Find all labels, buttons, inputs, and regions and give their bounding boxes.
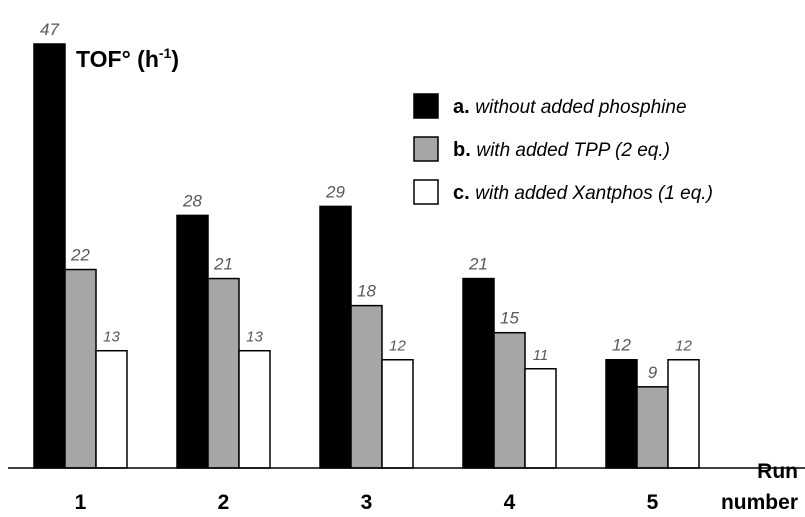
value-label-b-run-3: 18	[357, 282, 376, 301]
legend-prefix-c: c.	[453, 182, 475, 204]
value-label-c-run-3: 12	[389, 338, 406, 355]
value-label-b-run-5: 9	[648, 363, 658, 382]
y-axis-label-sup: -1	[159, 45, 172, 61]
value-label-c-run-5: 12	[675, 338, 692, 355]
value-label-a-run-5: 12	[612, 336, 631, 355]
value-label-c-run-2: 13	[246, 329, 263, 346]
bar-a-run-3	[319, 205, 352, 469]
bar-a-run-4	[462, 277, 495, 469]
category-label-4: 4	[504, 491, 516, 514]
value-label-c-run-4: 11	[533, 347, 549, 364]
value-label-b-run-1: 22	[70, 246, 90, 265]
legend-swatch-b	[413, 136, 439, 162]
value-label-a-run-2: 28	[182, 191, 202, 210]
legend-prefix-a: a.	[453, 96, 475, 118]
legend-entry-b: b. with added TPP (2 eq.)	[453, 139, 670, 161]
category-label-3: 3	[361, 491, 373, 514]
category-label-5: 5	[647, 491, 659, 514]
value-label-c-run-1: 13	[103, 329, 120, 346]
x-axis-label-line1: Run	[757, 460, 798, 483]
legend-swatch-a	[413, 93, 439, 119]
legend-prefix-b: b.	[453, 139, 476, 161]
category-label-2: 2	[218, 491, 230, 514]
value-label-a-run-4: 21	[468, 255, 488, 274]
legend-label-a: without added phosphine	[475, 97, 686, 118]
category-label-1: 1	[75, 491, 87, 514]
bar-c-run-1	[95, 349, 128, 469]
value-label-b-run-4: 15	[500, 309, 519, 328]
bar-c-run-5	[667, 358, 700, 469]
y-axis-label-main: TOF° (h	[76, 46, 159, 72]
value-label-a-run-1: 47	[40, 20, 59, 39]
bar-b-run-3	[350, 304, 383, 469]
legend-entry-c: c. with added Xantphos (1 eq.)	[453, 182, 713, 204]
y-axis-label: TOF° (h-1)	[76, 45, 179, 72]
bar-b-run-4	[493, 331, 526, 469]
y-axis-label-tail: )	[171, 46, 179, 72]
category-labels-group: 1 2 3 4 5	[75, 491, 659, 514]
bar-c-run-4	[524, 368, 557, 469]
legend: a. without added phosphine b. with added …	[413, 93, 713, 205]
value-labels-group: 47 22 13 28 21 13 29 18 12 21 15 11 12 9 12	[40, 20, 692, 382]
bar-a-run-2	[176, 214, 209, 469]
x-axis-label-line2: number	[721, 491, 798, 514]
value-label-a-run-3: 29	[325, 182, 345, 201]
legend-swatch-c	[413, 179, 439, 205]
bar-b-run-2	[207, 277, 240, 469]
value-label-b-run-2: 21	[213, 255, 233, 274]
legend-label-b: with added TPP (2 eq.)	[476, 140, 670, 161]
bar-b-run-5	[636, 386, 669, 469]
legend-label-c: with added Xantphos (1 eq.)	[475, 183, 713, 204]
bar-a-run-5	[605, 358, 638, 469]
bar-c-run-3	[381, 358, 414, 469]
bar-b-run-1	[64, 268, 97, 469]
bars-group	[33, 43, 700, 469]
bar-c-run-2	[238, 349, 271, 469]
bar-a-run-1	[33, 43, 66, 469]
legend-entry-a: a. without added phosphine	[453, 96, 687, 118]
